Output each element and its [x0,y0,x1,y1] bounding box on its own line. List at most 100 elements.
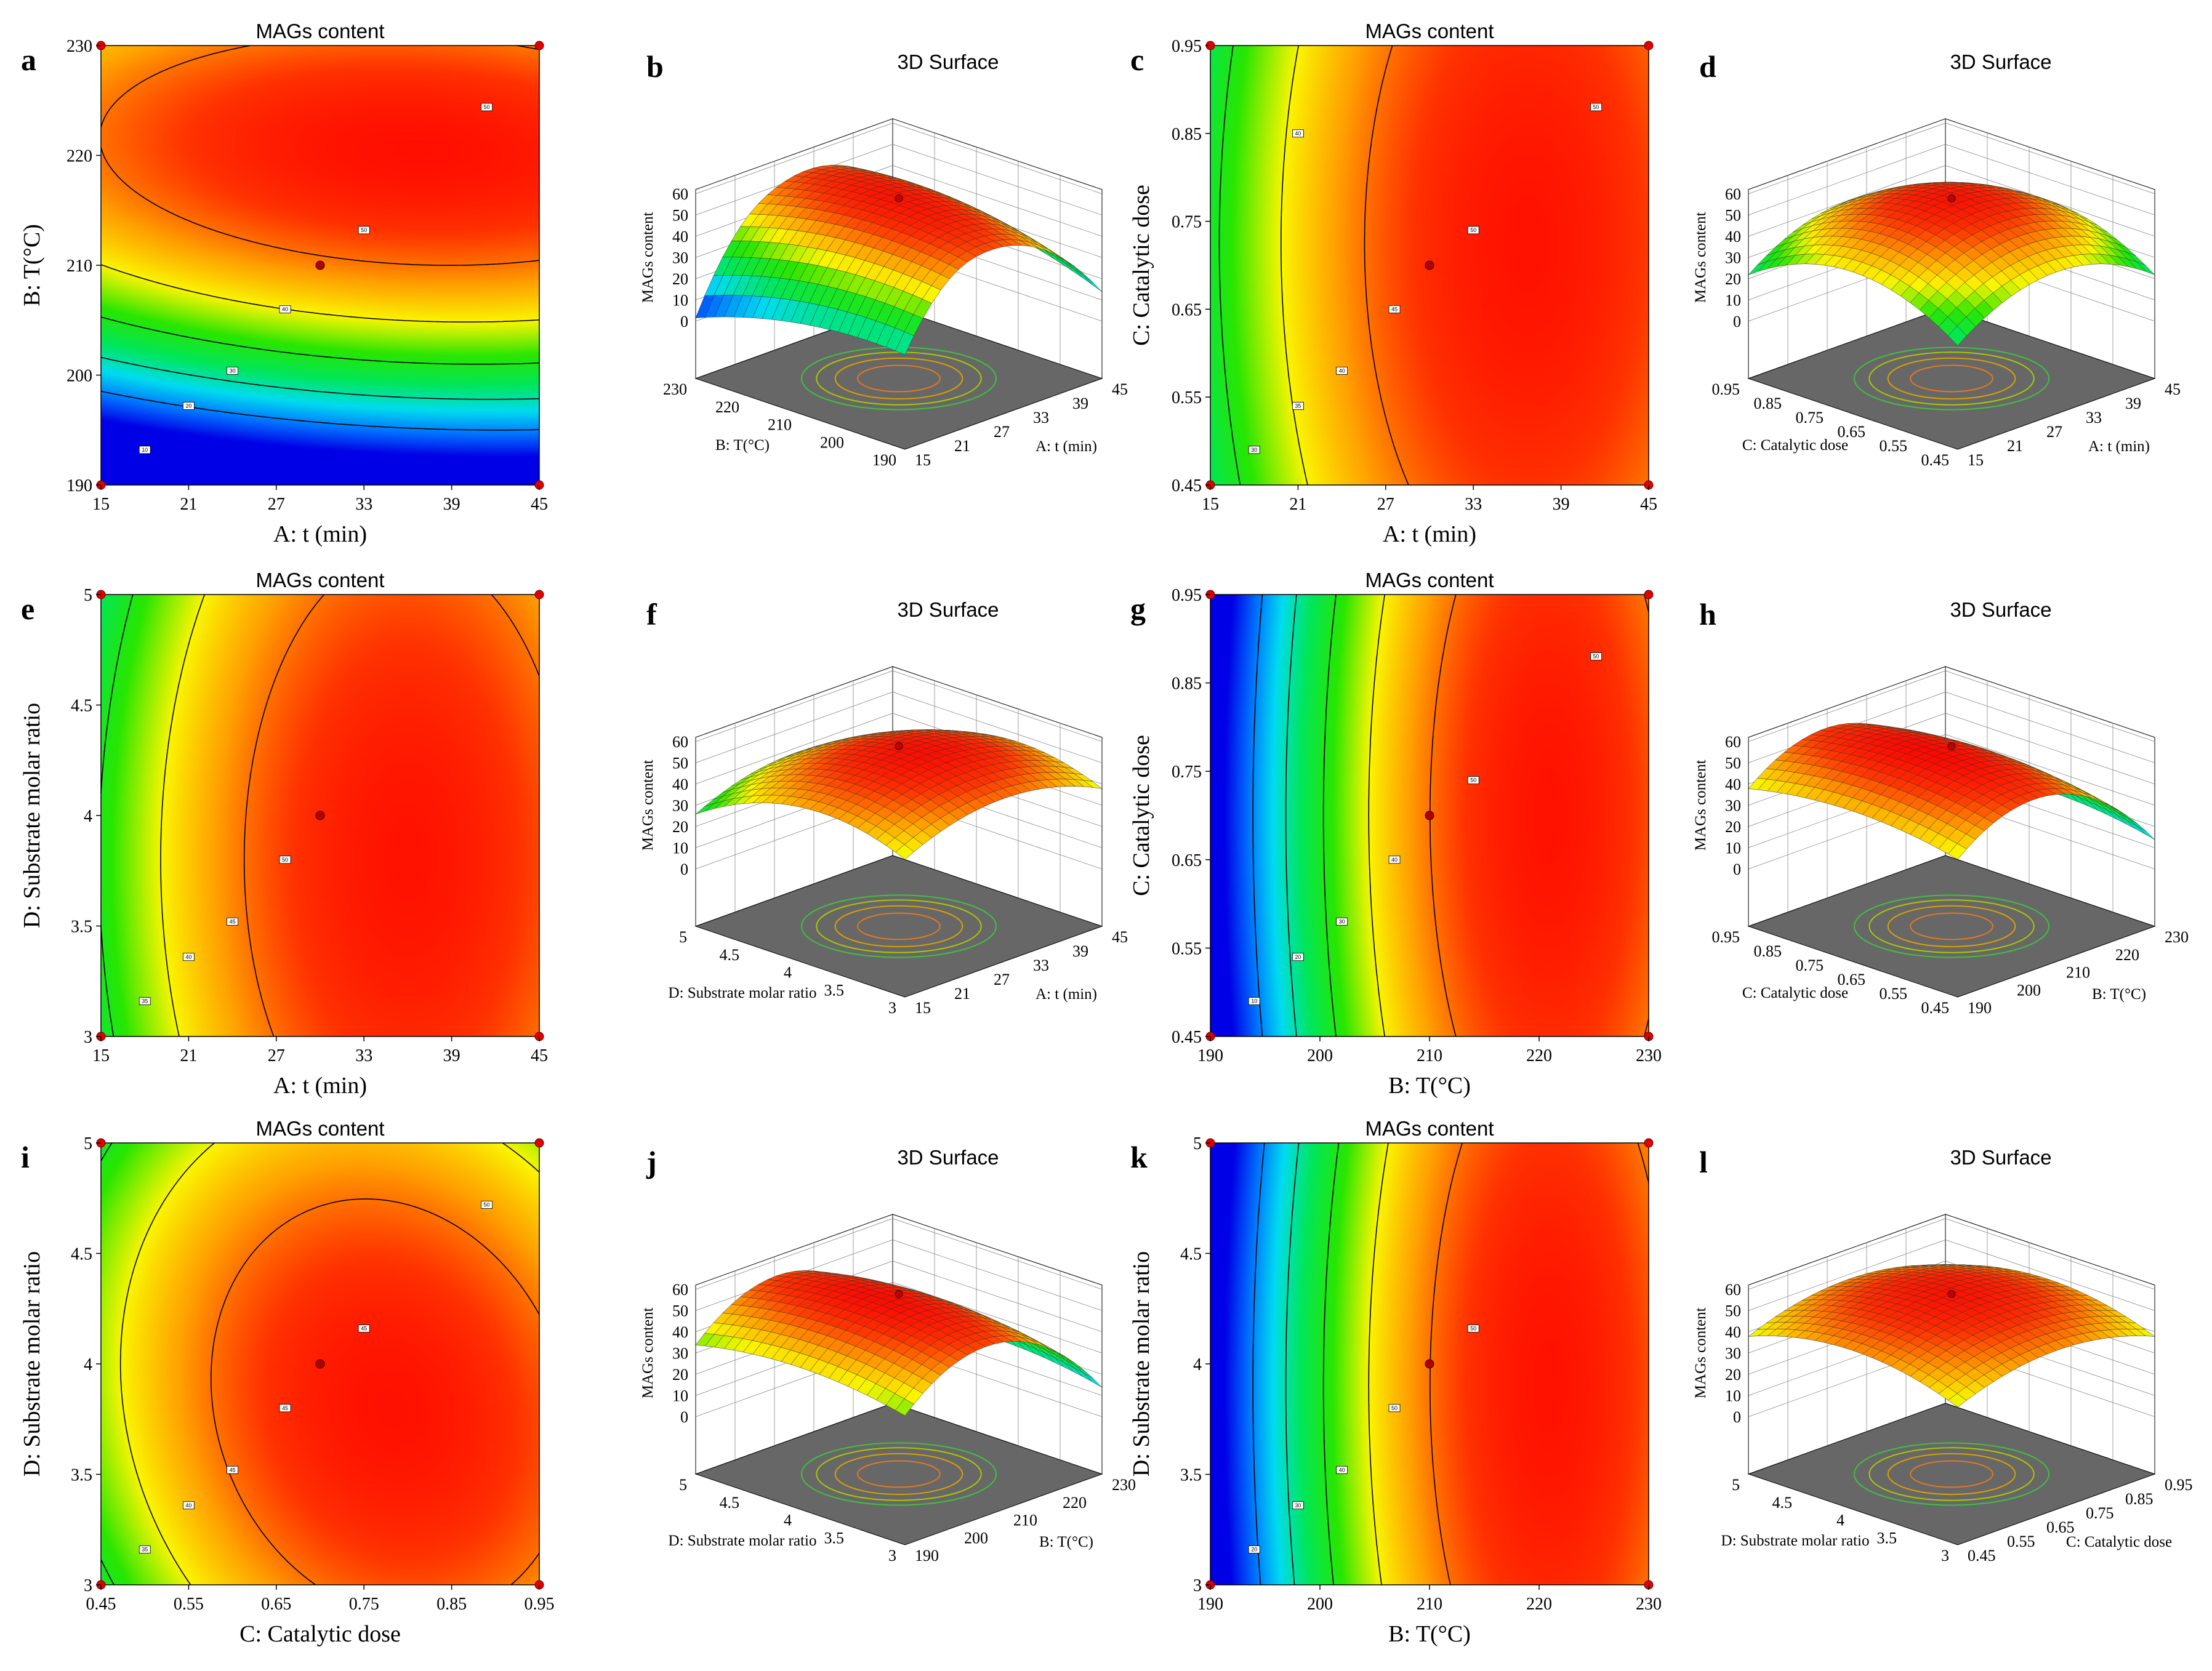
contour-label: 40 [1391,857,1398,863]
x-tick-label: 33 [1465,495,1482,514]
x-tick-label: 0.85 [436,1595,467,1614]
z-tick-label: 30 [672,249,688,266]
left-axis-tick: 4 [784,964,792,982]
contour-label: 20 [1295,954,1301,960]
panel-letter: e [21,591,34,626]
x-tick-label: 45 [531,1046,548,1065]
contour-label: 45 [230,918,236,924]
contour-line-10 [1252,594,1263,1037]
y-tick-label: 0.45 [1172,476,1202,495]
right-axis-tick: 220 [1063,1494,1087,1512]
panel-title: MAGs content [255,1117,384,1140]
floor-contour [834,357,963,400]
contour-label: 50 [1391,1405,1398,1411]
z-tick-label: 40 [1725,775,1741,793]
contour-label-box [1336,366,1348,375]
x-tick-label: 39 [1553,495,1570,514]
right-axis-tick: 0.45 [1968,1547,1996,1565]
design-point [1947,194,1956,202]
floor-contour [800,1442,997,1506]
right-axis-tick: 190 [1968,999,1992,1017]
z-tick-label: 20 [1725,270,1741,288]
contour-label-box [1248,1545,1260,1553]
z-tick-label: 20 [1725,818,1741,836]
contour-label: 20 [185,403,191,409]
z-tick-label: 50 [672,206,688,224]
z-tick-label: 60 [1725,185,1741,203]
x-tick-label: 33 [355,1046,372,1065]
contour-label-box [1388,1404,1401,1413]
right-axis-tick: 27 [994,971,1010,988]
design-point [534,1138,544,1148]
right-axis-tick: 27 [994,423,1010,441]
z-tick-label: 30 [672,796,688,814]
right-axis-tick: 210 [2066,964,2090,982]
z-tick-label: 50 [672,1302,688,1320]
right-axis-tick: 0.75 [2086,1504,2114,1522]
panel-title: MAGs content [1365,20,1494,42]
y-tick-label: 0.55 [1172,388,1202,407]
left-axis-tick: 3.5 [824,1529,845,1547]
floor-contour [1910,912,1993,940]
y-axis-label: B: T(°C) [19,224,45,307]
x-tick-label: 220 [1526,1046,1552,1065]
left-axis-tick: 220 [715,398,739,416]
contour-label: 40 [282,306,288,312]
center-point [315,1359,325,1369]
contour-label-box [481,1201,493,1209]
right-axis-label: A: t (min) [1036,438,1097,455]
x-tick-label: 33 [355,495,372,514]
floor-contour [1853,894,2050,958]
right-axis-tick: 15 [915,451,931,469]
right-axis-tick: 220 [2115,946,2139,964]
right-axis-tick: 15 [915,999,931,1017]
y-tick-label: 0.65 [1172,851,1202,870]
wall-gridline [695,143,1103,215]
left-axis-tick: 0.85 [1754,395,1782,412]
x-tick-label: 200 [1307,1595,1333,1614]
contour-label-box [358,226,370,234]
right-axis-tick: 0.85 [2125,1490,2154,1508]
z-tick-label: 20 [1725,1366,1741,1384]
surface-mesh [695,729,1103,860]
contour-line-50 [211,1198,540,1585]
contour-line-40 [1368,1142,1389,1585]
left-axis-tick: 0.65 [1838,423,1866,441]
left-axis-tick: 0.65 [1838,971,1866,988]
surface-panel-b: 0 10 20 30 40 50 60 MAGs content 190 200 210 220 230… [640,49,1128,469]
x-tick-label: 190 [1197,1595,1223,1614]
center-point [315,260,325,270]
design-point [1947,1289,1956,1298]
panel-title: 3D Surface [897,1146,999,1169]
left-axis-label: D: Substrate molar ratio [669,985,817,1001]
contour-label: 45 [282,1405,288,1411]
z-tick-label: 20 [672,1366,688,1384]
contour-line-50 [100,45,540,266]
contour-label: 50 [1470,227,1476,233]
contour-label: 30 [1251,447,1257,453]
right-axis-tick: 210 [1013,1512,1037,1529]
z-tick-label: 20 [672,270,688,288]
contour-label: 30 [1295,1502,1301,1509]
x-tick-label: 230 [1636,1595,1662,1614]
z-tick-label: 0 [680,313,688,331]
contour-label-box [139,997,151,1005]
wall-gridline [695,1218,1103,1290]
surface-panel-d: 0 10 20 30 40 50 60 MAGs content 0.45 0.55 0.65 0.7… [1692,49,2181,469]
z-tick-label: 0 [680,860,688,878]
contour-label: 40 [185,954,191,960]
contour-label: 30 [230,367,236,374]
wall-gridline [1748,122,2155,194]
contour-label: 50 [1593,654,1599,660]
left-axis-tick: 0.55 [1880,437,1908,455]
panel-title: 3D Surface [1950,598,2051,621]
panel-title: MAGs content [255,20,384,42]
z-tick-label: 40 [1725,228,1741,246]
left-axis-tick: 200 [820,433,844,451]
x-tick-label: 0.75 [349,1595,379,1614]
z-tick-label: 0 [1733,860,1741,878]
y-tick-label: 0.45 [1172,1028,1202,1047]
y-axis-label: D: Substrate molar ratio [19,1251,45,1477]
z-tick-label: 50 [1725,754,1741,772]
contour-panel-c: 30 35 40 45 50 50 40 15 21 27 33 39 45 0.45 0.55 0.65 0.… [1128,20,1657,547]
